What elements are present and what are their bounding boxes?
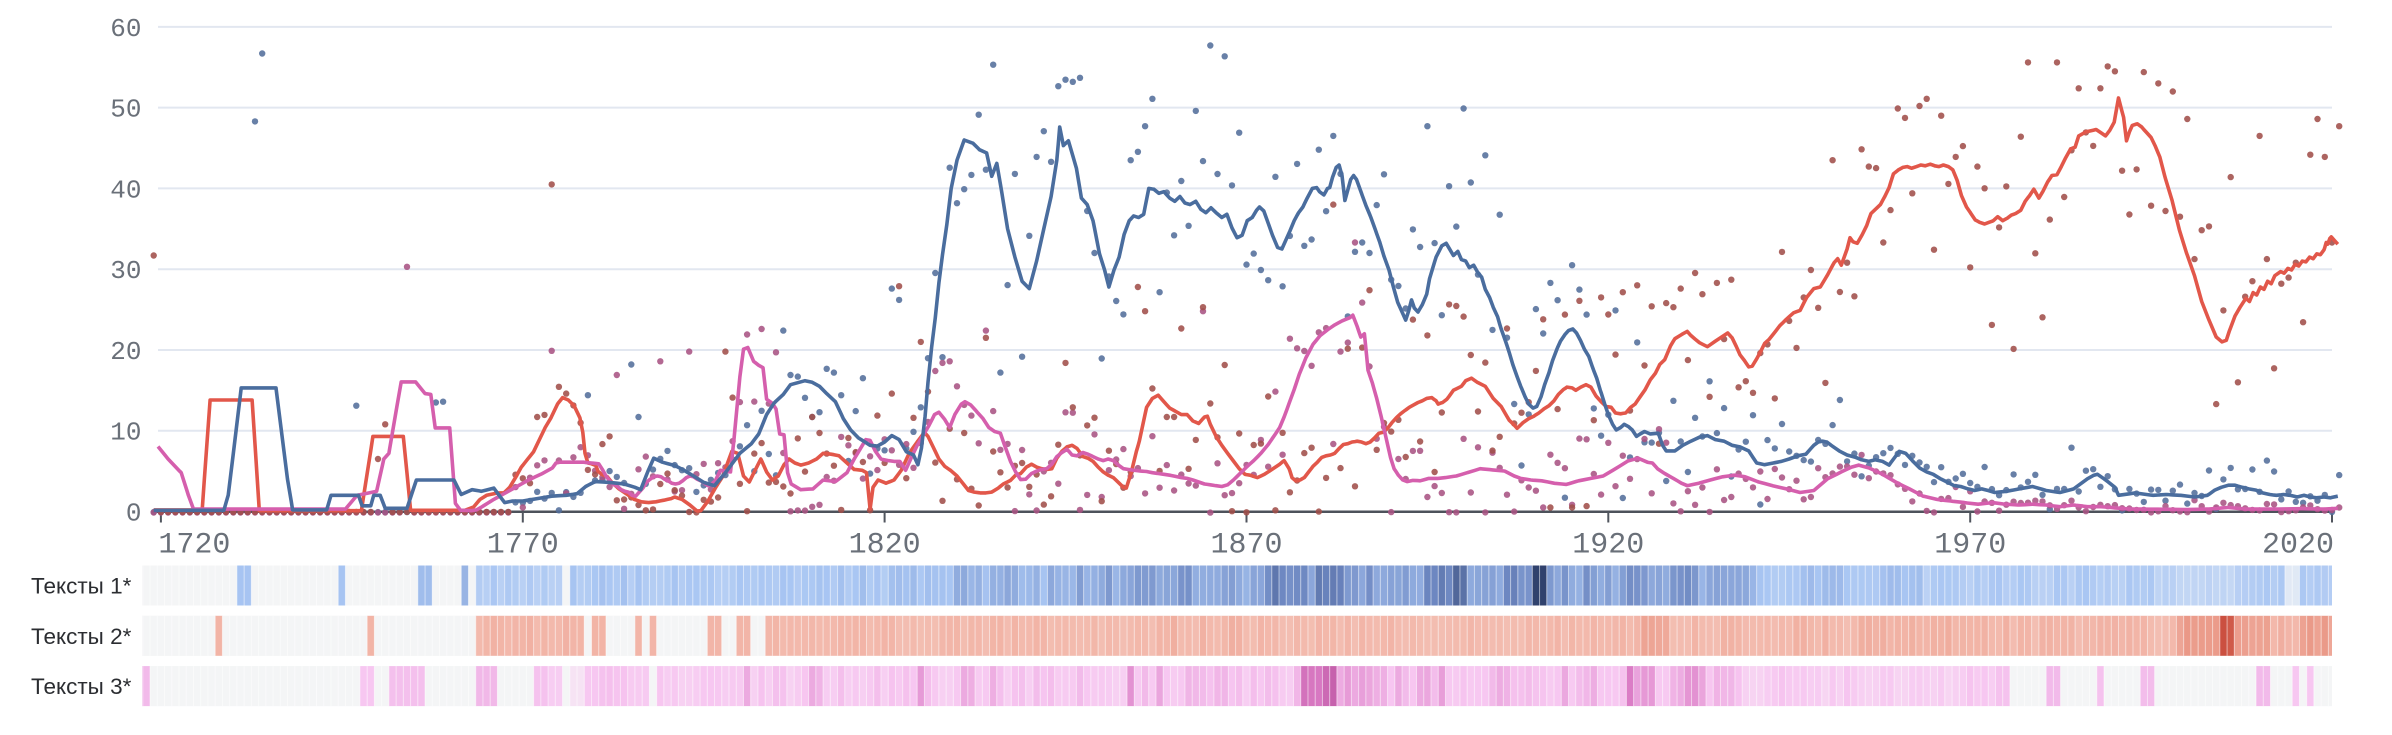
svg-text:40: 40 xyxy=(110,175,141,205)
svg-text:2020: 2020 xyxy=(2262,529,2334,563)
svg-text:1920: 1920 xyxy=(1572,529,1644,563)
svg-text:0: 0 xyxy=(126,499,142,529)
svg-text:1770: 1770 xyxy=(487,529,559,563)
svg-text:60: 60 xyxy=(110,14,141,44)
svg-text:Тексты 3*: Тексты 3* xyxy=(31,674,132,699)
svg-text:20: 20 xyxy=(110,337,141,367)
svg-text:1720: 1720 xyxy=(158,529,230,563)
svg-text:30: 30 xyxy=(110,256,141,286)
svg-text:50: 50 xyxy=(110,95,141,125)
svg-text:10: 10 xyxy=(110,418,141,448)
svg-text:Тексты 2*: Тексты 2* xyxy=(31,624,132,649)
svg-text:Тексты 1*: Тексты 1* xyxy=(31,574,132,599)
svg-text:1820: 1820 xyxy=(849,529,921,563)
svg-text:1970: 1970 xyxy=(1934,529,2006,563)
svg-text:1870: 1870 xyxy=(1210,529,1282,563)
